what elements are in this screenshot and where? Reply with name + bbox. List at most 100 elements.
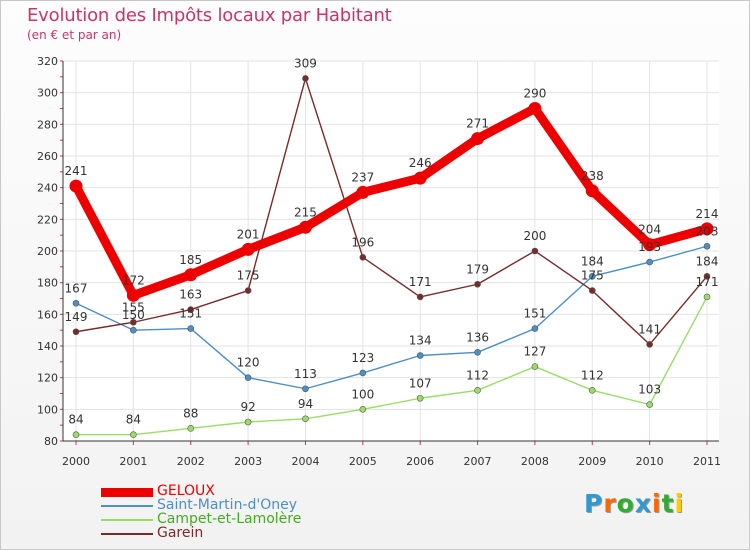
data-label: 92 bbox=[240, 400, 255, 414]
data-label: 84 bbox=[68, 413, 83, 427]
data-point-3 bbox=[588, 287, 596, 294]
x-tick-label: 2005 bbox=[349, 455, 377, 468]
data-label: 136 bbox=[466, 330, 489, 344]
x-tick-label: 2000 bbox=[62, 455, 90, 468]
data-point-1 bbox=[359, 369, 367, 377]
data-label: 193 bbox=[638, 240, 661, 254]
proxiti-logo: Proxiti bbox=[584, 489, 684, 518]
x-tick-label: 2007 bbox=[464, 455, 492, 468]
data-point-0 bbox=[643, 238, 657, 252]
data-label: 149 bbox=[65, 310, 88, 324]
x-tick-label: 2003 bbox=[234, 455, 262, 468]
legend-swatch bbox=[101, 533, 153, 535]
data-label: 113 bbox=[294, 367, 317, 381]
data-point-1 bbox=[302, 385, 309, 393]
data-label: 151 bbox=[523, 307, 546, 321]
legend-swatch bbox=[101, 519, 153, 521]
data-label: 185 bbox=[179, 253, 202, 267]
series-line-3 bbox=[75, 77, 708, 346]
legend-label: Saint-Martin-d'Oney bbox=[157, 497, 298, 513]
data-label: 179 bbox=[466, 262, 489, 276]
x-tick-label: 2002 bbox=[177, 455, 205, 468]
series-line-0 bbox=[71, 104, 712, 300]
y-tick-label: 240 bbox=[37, 182, 58, 195]
data-point-0 bbox=[471, 132, 485, 146]
y-tick-label: 220 bbox=[37, 213, 58, 226]
data-point-2 bbox=[646, 401, 653, 408]
data-label: 196 bbox=[351, 235, 374, 249]
y-tick-label: 100 bbox=[37, 403, 58, 416]
data-label: 120 bbox=[237, 356, 260, 370]
legend-label: Garein bbox=[157, 525, 204, 541]
logo-letter: i bbox=[674, 489, 685, 518]
series-line-1 bbox=[75, 245, 708, 390]
data-label: 150 bbox=[122, 308, 145, 322]
data-point-0 bbox=[356, 185, 370, 199]
data-point-2 bbox=[703, 293, 711, 301]
data-label: 175 bbox=[237, 269, 260, 283]
data-point-1 bbox=[130, 326, 137, 334]
data-label: 112 bbox=[466, 368, 489, 382]
data-label: 241 bbox=[65, 164, 88, 178]
legend-swatch bbox=[101, 487, 153, 497]
y-tick-label: 80 bbox=[44, 435, 58, 448]
data-point-1 bbox=[588, 273, 596, 280]
chart-title: Evolution des Impôts locaux par Habitant bbox=[27, 5, 392, 26]
data-point-2 bbox=[187, 425, 195, 432]
legend-item: Saint-Martin-d'Oney bbox=[101, 497, 361, 513]
data-point-1 bbox=[244, 374, 252, 381]
data-label: 151 bbox=[179, 307, 202, 321]
y-tick-label: 180 bbox=[37, 277, 58, 290]
data-point-2 bbox=[130, 431, 137, 438]
logo-letter: P bbox=[584, 489, 604, 518]
data-point-1 bbox=[474, 349, 481, 356]
data-point-2 bbox=[359, 406, 367, 413]
data-label: 172 bbox=[122, 273, 145, 287]
data-point-3 bbox=[72, 328, 80, 336]
data-label: 309 bbox=[294, 56, 317, 70]
logo-letter: i bbox=[652, 489, 662, 518]
data-label: 134 bbox=[409, 334, 432, 348]
data-point-1 bbox=[646, 258, 653, 266]
x-tick-label: 2009 bbox=[578, 455, 606, 468]
data-label: 112 bbox=[581, 368, 604, 382]
data-label: 84 bbox=[126, 413, 141, 427]
logo-letter: t bbox=[661, 489, 675, 518]
data-point-0 bbox=[700, 222, 714, 236]
data-label: 237 bbox=[351, 170, 374, 184]
data-label: 271 bbox=[466, 117, 489, 131]
x-tick-label: 2008 bbox=[521, 455, 549, 468]
data-label: 203 bbox=[696, 224, 719, 238]
data-label: 184 bbox=[581, 254, 604, 268]
x-tick-label: 2001 bbox=[119, 455, 147, 468]
data-point-1 bbox=[187, 325, 195, 332]
data-label: 103 bbox=[638, 383, 661, 397]
data-point-0 bbox=[528, 102, 542, 115]
data-point-0 bbox=[69, 179, 83, 193]
data-point-3 bbox=[187, 306, 195, 313]
data-point-3 bbox=[531, 247, 539, 255]
data-label: 175 bbox=[581, 269, 604, 283]
data-label: 155 bbox=[122, 300, 145, 314]
data-label: 88 bbox=[183, 406, 198, 420]
logo-letter: x bbox=[634, 489, 652, 518]
data-label: 238 bbox=[581, 169, 604, 183]
x-tick-label: 2010 bbox=[636, 455, 664, 468]
data-point-1 bbox=[531, 325, 539, 332]
data-label: 123 bbox=[351, 351, 374, 365]
series-line-2 bbox=[75, 296, 708, 436]
data-point-3 bbox=[703, 273, 711, 280]
data-label: 171 bbox=[409, 275, 432, 289]
logo-letter: r bbox=[603, 489, 617, 518]
data-label: 214 bbox=[696, 207, 719, 221]
data-label: 215 bbox=[294, 205, 317, 219]
x-tick-label: 2004 bbox=[291, 455, 319, 468]
data-label: 290 bbox=[523, 87, 546, 101]
y-tick-label: 140 bbox=[37, 340, 58, 353]
data-point-3 bbox=[130, 318, 137, 326]
y-tick-label: 320 bbox=[37, 55, 58, 68]
data-point-0 bbox=[184, 268, 198, 282]
data-point-3 bbox=[416, 293, 424, 301]
data-point-2 bbox=[531, 363, 539, 370]
